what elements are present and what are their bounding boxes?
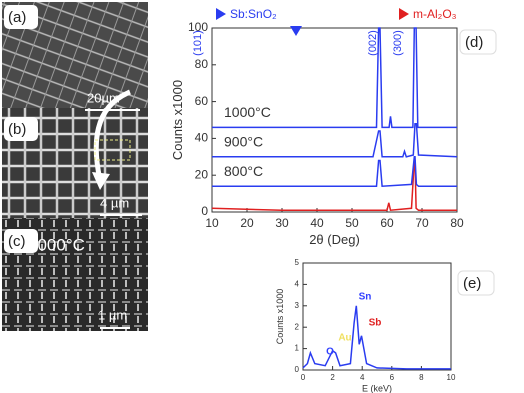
annotation: O [326, 347, 334, 358]
annotation: Sn [359, 292, 372, 303]
x-tick-label: 6 [390, 373, 395, 382]
y-axis-label: Counts x1000 [170, 80, 185, 160]
panel-label: (a) [8, 9, 26, 26]
temperature-label: 1000°C [28, 235, 85, 254]
x-tick-label: 70 [415, 216, 429, 230]
y-tick-label: 2 [295, 322, 300, 331]
x-tick-label: 40 [310, 216, 324, 230]
y-tick-label: 0 [201, 204, 208, 218]
peak-marker [290, 26, 302, 36]
legend-marker [399, 8, 409, 20]
x-tick-label: 60 [380, 216, 394, 230]
scale-label: 1 µm [98, 307, 127, 322]
y-tick-label: 3 [295, 301, 300, 310]
series-line [212, 27, 457, 129]
x-tick-label: 4 [360, 373, 365, 382]
annotation: Au [338, 333, 351, 344]
x-tick-label: 2 [330, 373, 335, 382]
y-axis-label: Counts x1000 [275, 289, 285, 345]
annotation: (300) [392, 30, 404, 56]
series-line [212, 156, 457, 187]
y-tick-label: 0 [295, 365, 300, 374]
x-tick-label: 8 [419, 373, 424, 382]
y-tick-label: 60 [195, 94, 209, 108]
y-tick-label: 1 [295, 344, 300, 353]
x-tick-label: 80 [450, 216, 464, 230]
x-axis-label: E (keV) [362, 384, 392, 393]
panel-label: (c) [8, 233, 26, 250]
annotation: Sb [369, 318, 382, 329]
y-tick-label: 4 [295, 280, 300, 289]
panel-label-box [4, 117, 38, 141]
series-label: 800°C [224, 163, 263, 179]
scale-label: 4 µm [100, 195, 129, 210]
panel-label-box [4, 229, 38, 253]
annotation: (002) [367, 30, 379, 56]
x-tick-label: 20 [240, 216, 254, 230]
panel-label: (e) [463, 275, 481, 292]
x-axis-label: 2θ (Deg) [309, 232, 360, 247]
y-tick-label: 40 [195, 131, 209, 145]
sem-images: 20µm 4 µm 1 µm 1000°C (a) (b) (c) [2, 2, 148, 331]
arrow [93, 89, 131, 181]
series-line [212, 122, 458, 158]
x-tick-label: 30 [275, 216, 289, 230]
scale-label: 20µm [87, 90, 120, 105]
series-line [302, 305, 451, 370]
x-tick-label: 0 [301, 373, 306, 382]
x-tick-label: 10 [205, 216, 219, 230]
legend-label: Sb:SnO₂ [230, 7, 277, 21]
y-tick-label: 20 [195, 167, 209, 181]
panel-label: (b) [8, 121, 26, 138]
panel-label-box [459, 29, 497, 55]
legend-label: m-Al₂O₃ [413, 7, 457, 21]
annotation: (101) [192, 30, 204, 56]
series-label: 900°C [224, 134, 263, 150]
x-tick-label: 50 [345, 216, 359, 230]
plot-area [302, 262, 452, 371]
panel-label: (d) [465, 34, 483, 51]
y-tick-label: 5 [295, 258, 300, 267]
panel-label-box [4, 5, 38, 29]
y-tick-label: 100 [188, 20, 208, 34]
series-label: 1000°C [224, 104, 271, 120]
y-tick-label: 80 [195, 57, 209, 71]
legend-marker [216, 8, 226, 20]
arrow-head [92, 172, 110, 190]
panel-label-box [457, 270, 495, 296]
series-line [211, 159, 457, 212]
x-tick-label: 10 [447, 373, 456, 382]
inset-box [94, 139, 131, 161]
